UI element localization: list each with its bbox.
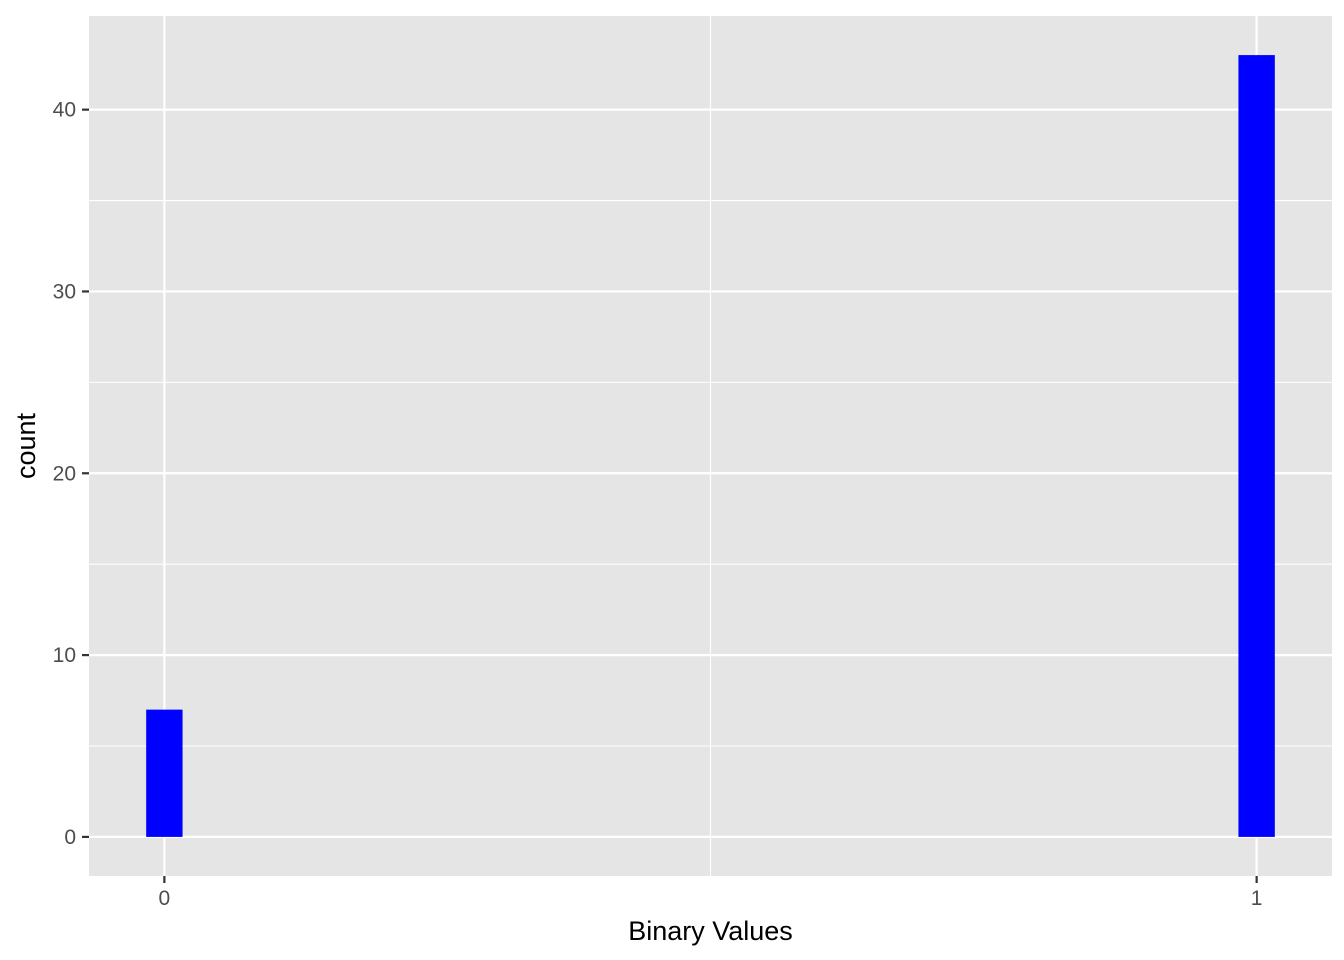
- minor-gridlines: [89, 16, 1332, 876]
- bar-1: [1238, 55, 1275, 837]
- x-tick-label: 1: [1251, 887, 1263, 910]
- y-axis: 0 10 20 30 40: [53, 99, 89, 849]
- x-axis-title: Binary Values: [628, 916, 793, 946]
- x-tick-label: 0: [159, 887, 171, 910]
- y-tick-label: 20: [53, 462, 76, 485]
- y-tick-label: 0: [64, 826, 76, 849]
- bars: [146, 55, 1275, 837]
- y-axis-title: count: [11, 412, 41, 479]
- bar-0: [146, 709, 183, 837]
- y-tick-label: 30: [53, 280, 76, 303]
- y-tick-label: 40: [53, 99, 76, 122]
- y-tick-label: 10: [53, 644, 76, 667]
